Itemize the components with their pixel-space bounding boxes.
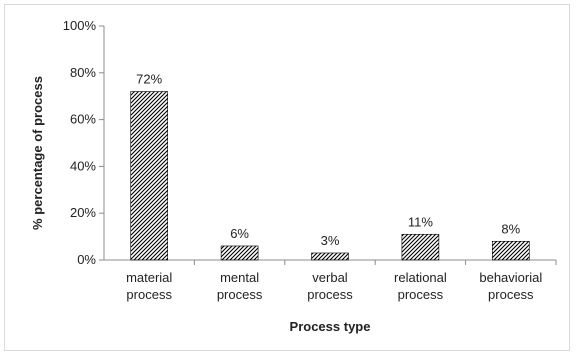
- chart-frame: 0% 20% 40% 60% 80% 100% 72% 6% 3% 11% 8% material…: [4, 4, 570, 351]
- bar: [491, 240, 530, 261]
- category-label: relational process: [394, 270, 447, 302]
- y-tick-label: 0%: [77, 252, 96, 267]
- y-tick-label: 80%: [70, 65, 96, 80]
- data-label: 72%: [136, 72, 162, 87]
- y-tick-label: 40%: [70, 158, 96, 173]
- bar: [401, 233, 440, 261]
- category-label: behaviorial process: [479, 270, 542, 302]
- data-label: 3%: [321, 233, 340, 248]
- y-tick-label: 60%: [70, 112, 96, 127]
- x-axis-title: Process type: [290, 319, 371, 334]
- y-axis-title: % percentage of process: [30, 76, 45, 230]
- bar: [130, 91, 168, 261]
- y-tick-label: 100%: [63, 18, 97, 33]
- bar-chart: 0% 20% 40% 60% 80% 100% 72% 6% 3% 11% 8% material…: [30, 18, 557, 334]
- category-label: verbal process: [307, 270, 353, 302]
- category-label: material process: [126, 270, 172, 302]
- bar: [220, 245, 259, 261]
- bars: 72% 6% 3% 11% 8%: [130, 72, 530, 261]
- bar: [311, 252, 349, 261]
- category-labels: material process mental process verbal proces…: [126, 260, 557, 302]
- category-label: mental process: [217, 270, 263, 302]
- data-label: 11%: [408, 214, 433, 229]
- data-label: 6%: [230, 226, 249, 241]
- y-axis-ticks: 0% 20% 40% 60% 80% 100%: [63, 18, 104, 267]
- y-tick-label: 20%: [70, 205, 96, 220]
- data-label: 8%: [501, 221, 520, 236]
